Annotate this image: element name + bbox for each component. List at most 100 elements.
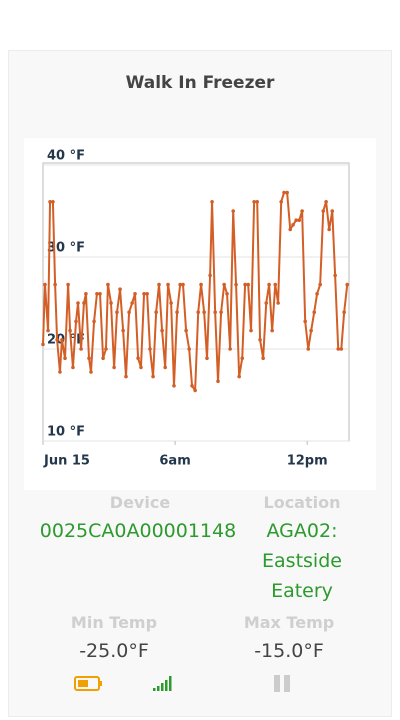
data-point bbox=[210, 200, 214, 204]
data-point bbox=[109, 301, 113, 305]
data-point bbox=[306, 347, 311, 351]
data-point bbox=[318, 282, 322, 287]
data-point bbox=[312, 310, 317, 314]
data-point bbox=[160, 328, 164, 333]
data-point bbox=[237, 374, 241, 379]
data-point bbox=[309, 328, 313, 333]
data-point bbox=[130, 301, 134, 305]
data-point bbox=[315, 292, 319, 296]
location-value: AGA02: Eastside Eatery bbox=[262, 520, 342, 602]
data-point bbox=[124, 374, 128, 379]
data-point bbox=[196, 310, 201, 314]
data-point bbox=[121, 328, 125, 333]
data-point bbox=[139, 365, 143, 370]
data-point bbox=[127, 310, 131, 314]
data-point bbox=[276, 301, 280, 305]
data-point bbox=[89, 370, 93, 374]
data-point bbox=[66, 282, 70, 287]
card-title: Walk In Freezer bbox=[125, 73, 275, 93]
data-point bbox=[282, 190, 286, 195]
data-point bbox=[339, 347, 344, 351]
data-point bbox=[76, 301, 80, 305]
data-point bbox=[333, 273, 337, 278]
data-point bbox=[101, 356, 105, 360]
data-point bbox=[71, 365, 75, 370]
data-point bbox=[216, 379, 220, 383]
min-value: -25.0°F bbox=[79, 640, 149, 662]
data-point bbox=[92, 319, 96, 324]
data-point bbox=[41, 342, 45, 347]
data-point bbox=[133, 292, 137, 296]
x-tick-label: 6am bbox=[159, 454, 190, 469]
data-point bbox=[68, 328, 72, 333]
data-point bbox=[300, 209, 304, 213]
data-point bbox=[285, 190, 289, 195]
data-point bbox=[142, 292, 146, 296]
line-series bbox=[42, 191, 349, 392]
data-point bbox=[184, 328, 188, 333]
data-point bbox=[115, 310, 119, 314]
data-point bbox=[255, 200, 259, 204]
battery-icon bbox=[74, 676, 100, 691]
data-point bbox=[154, 310, 158, 314]
data-point bbox=[288, 227, 293, 232]
data-point bbox=[240, 356, 245, 360]
data-point bbox=[148, 347, 152, 351]
data-point bbox=[172, 384, 176, 388]
data-point bbox=[53, 282, 57, 287]
data-point bbox=[60, 338, 64, 342]
data-point bbox=[234, 282, 238, 287]
x-tick-label: 12pm bbox=[287, 454, 328, 469]
y-tick-label: 40 °F bbox=[47, 149, 85, 164]
data-point bbox=[118, 287, 122, 291]
location-label: Location bbox=[263, 493, 341, 512]
data-point bbox=[213, 310, 217, 314]
max-label: Max Temp bbox=[243, 613, 335, 632]
data-point bbox=[273, 282, 278, 287]
signal-icon bbox=[153, 676, 172, 691]
data-point bbox=[246, 282, 250, 287]
data-point bbox=[95, 292, 99, 296]
data-point bbox=[345, 282, 350, 287]
data-point bbox=[219, 310, 223, 314]
data-point bbox=[112, 365, 116, 370]
data-point bbox=[98, 292, 102, 296]
data-point bbox=[87, 356, 91, 360]
data-point bbox=[55, 338, 59, 342]
data-point bbox=[327, 227, 331, 232]
data-point bbox=[199, 282, 203, 287]
data-point bbox=[104, 347, 108, 351]
data-point bbox=[178, 282, 182, 287]
data-point bbox=[46, 328, 50, 333]
data-point bbox=[205, 356, 209, 360]
data-point bbox=[48, 200, 52, 204]
data-point bbox=[166, 282, 170, 287]
data-point bbox=[279, 200, 283, 204]
device-label: Device bbox=[109, 493, 171, 512]
data-point bbox=[243, 282, 247, 287]
data-point bbox=[157, 282, 161, 287]
device-value: 0025CA0A00001148 bbox=[39, 520, 237, 542]
data-point bbox=[181, 282, 185, 287]
data-point bbox=[231, 209, 236, 213]
data-point bbox=[187, 347, 191, 351]
data-point bbox=[258, 338, 262, 342]
data-point bbox=[342, 310, 346, 314]
data-point bbox=[74, 319, 78, 324]
data-point bbox=[225, 292, 229, 296]
data-point bbox=[336, 347, 341, 351]
data-point bbox=[291, 223, 295, 227]
data-point bbox=[106, 282, 110, 287]
data-point bbox=[208, 273, 212, 278]
data-point bbox=[321, 209, 326, 213]
data-point bbox=[222, 282, 226, 287]
battery-tip bbox=[100, 681, 102, 686]
data-point bbox=[51, 200, 55, 204]
data-point bbox=[294, 218, 298, 222]
data-point bbox=[175, 310, 179, 314]
y-tick-label: 10 °F bbox=[47, 425, 85, 440]
x-tick-label: Jun 15 bbox=[43, 454, 90, 469]
data-point bbox=[330, 209, 335, 213]
data-point bbox=[82, 301, 86, 305]
